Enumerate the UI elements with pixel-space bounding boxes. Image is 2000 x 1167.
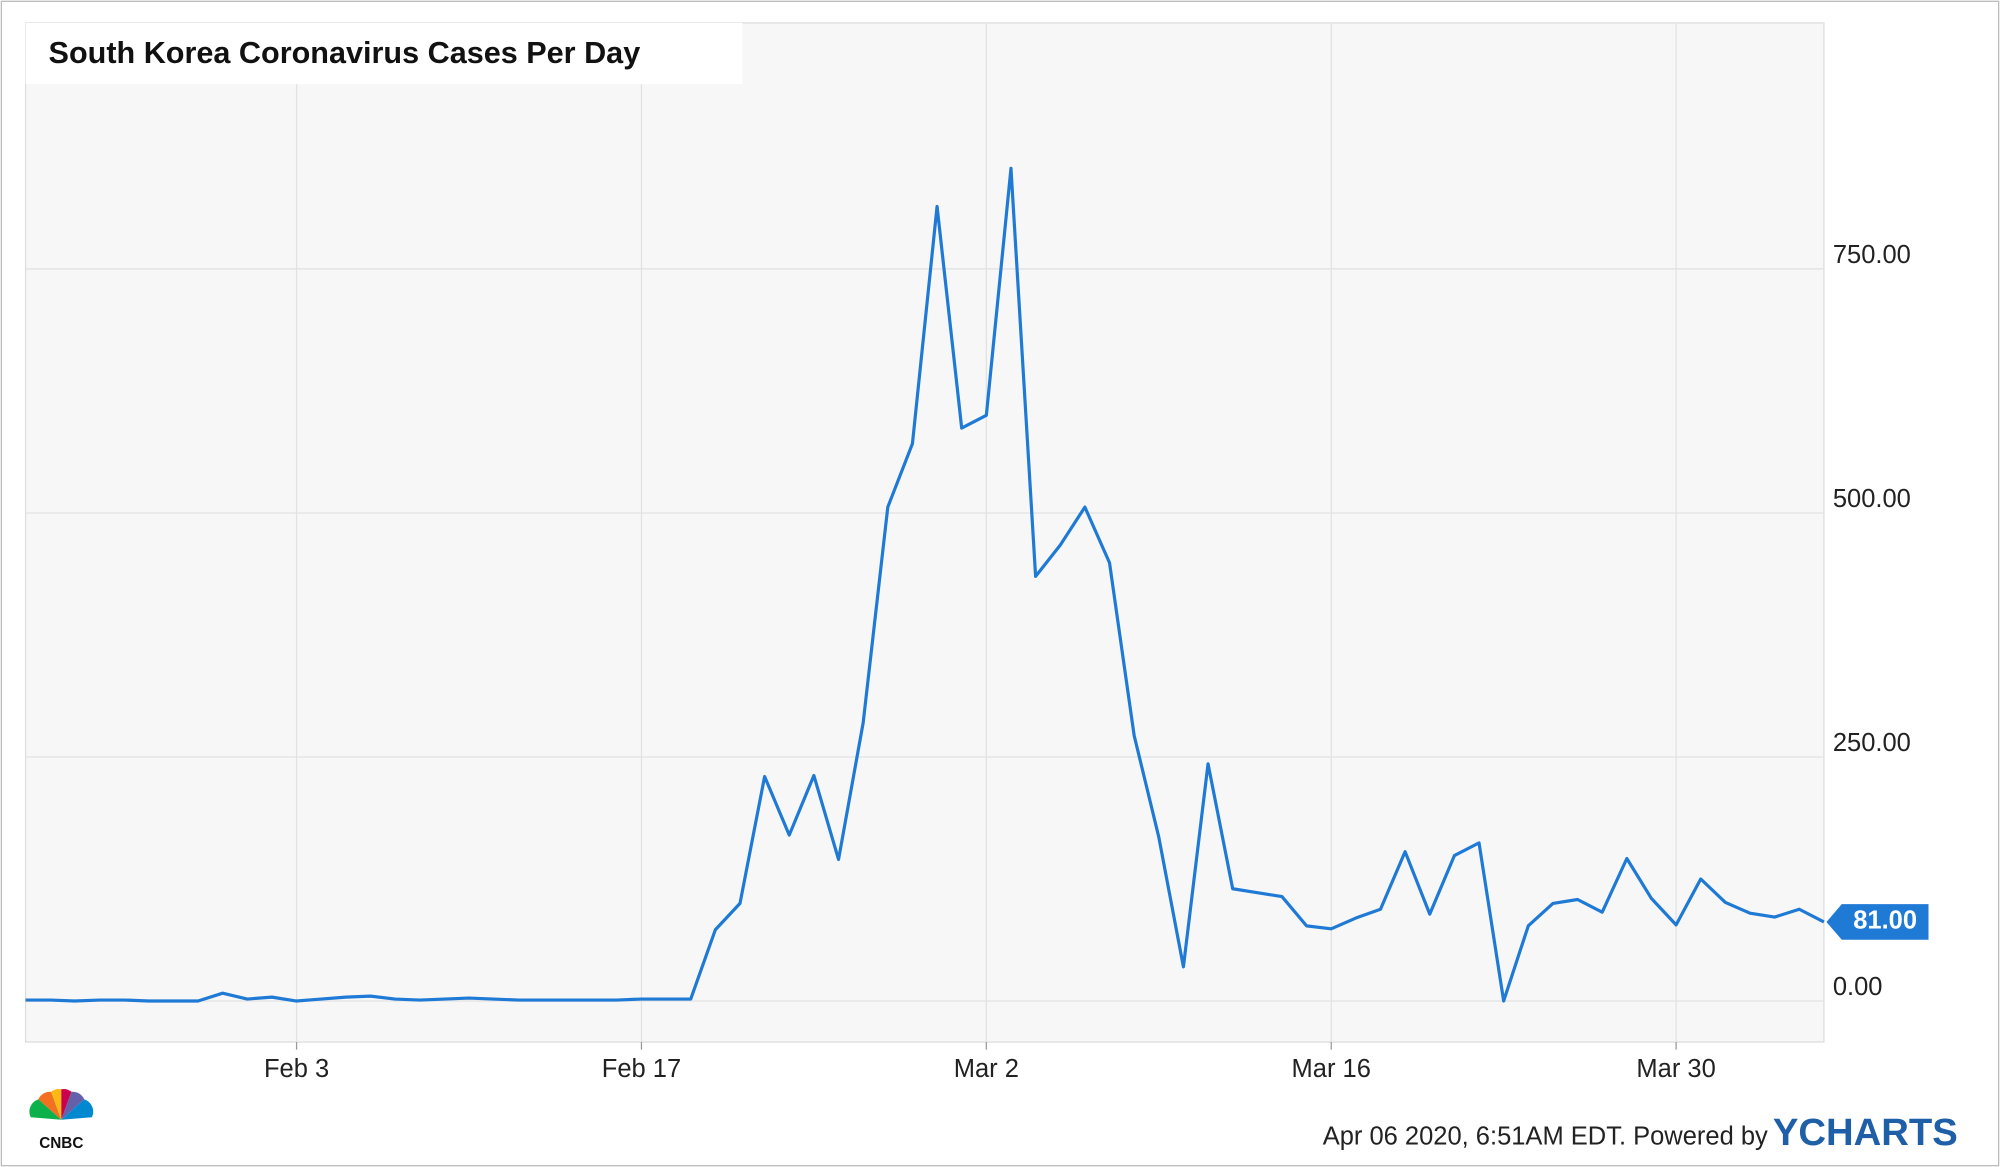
logo-feather [29, 1099, 62, 1120]
logo-feather [61, 1099, 94, 1120]
y-tick-label: 500.00 [1833, 485, 1911, 513]
logo-feather [61, 1091, 85, 1120]
grid [25, 22, 1824, 1043]
data-line [25, 166, 1825, 1003]
x-tick-label: Mar 2 [954, 1055, 1019, 1083]
y-tick-label: 750.00 [1833, 241, 1911, 269]
x-tick-label: Mar 16 [1292, 1055, 1371, 1083]
footer: Apr 06 2020, 6:51AM EDT. Powered by [1323, 1122, 1768, 1150]
cnbc-logo: CNBC [29, 1088, 94, 1152]
x-tick-label: Mar 30 [1636, 1055, 1715, 1083]
logo-feather [51, 1088, 62, 1120]
value-label-box [1826, 904, 1929, 940]
x-tick-label: Feb 17 [602, 1055, 681, 1083]
x-tick-label: Feb 3 [264, 1055, 329, 1083]
logo-feather [61, 1088, 72, 1120]
y-tick-label: 0.00 [1833, 973, 1883, 1001]
title-box [25, 22, 743, 85]
plot-area [24, 22, 1825, 1043]
brand: YCHARTS [1773, 1111, 1958, 1154]
logo-text: CNBC [39, 1135, 83, 1152]
value-label: 81.00 [1853, 907, 1917, 935]
logo-feather [38, 1091, 62, 1120]
y-tick-label: 250.00 [1833, 729, 1911, 757]
chart-title: South Korea Coronavirus Cases Per Day [49, 36, 641, 70]
